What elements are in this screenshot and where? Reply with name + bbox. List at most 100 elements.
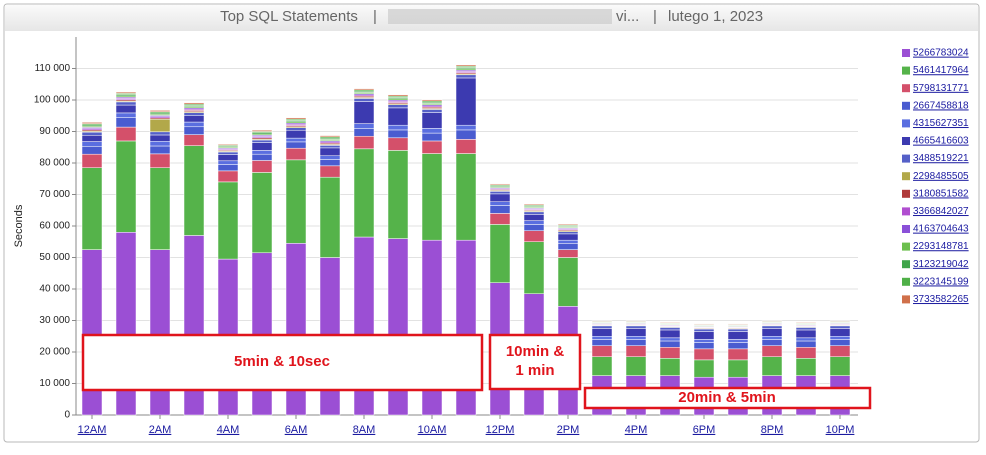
bar-segment [183, 121, 205, 128]
annotation-box [488, 333, 582, 391]
bar-segment [727, 359, 749, 378]
y-tick-label: 90 000 [39, 126, 70, 137]
legend-label[interactable]: 3733582265 [913, 294, 969, 305]
x-tick-label[interactable]: 12PM [486, 424, 515, 436]
x-tick-label[interactable]: 12AM [78, 424, 107, 436]
bar-segment [455, 139, 477, 154]
bar-segment [387, 137, 409, 151]
legend-swatch [902, 225, 910, 233]
bar-segment [727, 323, 749, 325]
bar-segment [829, 356, 851, 376]
bar-segment [217, 164, 239, 172]
bar-segment [421, 132, 443, 142]
x-tick-label[interactable]: 8AM [353, 424, 376, 436]
bar-segment [557, 223, 579, 226]
x-tick-label[interactable]: 6AM [285, 424, 308, 436]
x-tick-label[interactable]: 4AM [217, 424, 240, 436]
bar-segment [387, 124, 409, 131]
legend-swatch [902, 49, 910, 57]
bar-segment [217, 154, 239, 162]
bar-segment [217, 181, 239, 260]
title-sep: | [373, 8, 377, 25]
bar-segment [489, 191, 511, 195]
bar-segment [625, 328, 647, 337]
legend-label[interactable]: 5266783024 [913, 48, 969, 59]
bar-segment [319, 159, 341, 167]
bar-segment [795, 347, 817, 359]
y-tick-label: 40 000 [39, 284, 70, 295]
bar-segment [183, 115, 205, 123]
legend-swatch [902, 172, 910, 181]
y-tick-label: 100 000 [34, 95, 71, 106]
bar-segment [251, 150, 273, 155]
bar-segment [387, 94, 409, 97]
bar-segment [455, 124, 477, 131]
legend-label[interactable]: 2298485505 [913, 171, 969, 182]
legend-label[interactable]: 3180851582 [913, 188, 969, 199]
bar-segment [115, 126, 137, 142]
bar-segment [591, 356, 613, 376]
bar-segment [319, 155, 341, 160]
legend-label[interactable]: 3488519221 [913, 153, 969, 164]
bar-segment [523, 204, 545, 206]
legend-swatch [902, 277, 910, 286]
bar-segment [81, 122, 103, 124]
y-tick-label: 70 000 [39, 189, 70, 200]
x-tick-label[interactable]: 6PM [693, 424, 716, 436]
bar-segment [421, 153, 443, 241]
legend-label[interactable]: 4665416603 [913, 136, 969, 147]
legend-label[interactable]: 3223145199 [913, 276, 969, 287]
bar-segment [455, 153, 477, 241]
bar-segment [115, 112, 137, 118]
bar-segment [761, 328, 783, 337]
x-tick-label[interactable]: 2PM [557, 424, 580, 436]
bar-segment [659, 347, 681, 359]
legend-label[interactable]: 2293148781 [913, 241, 969, 252]
legend-swatch [902, 189, 910, 198]
legend-label[interactable]: 3123219042 [913, 259, 969, 270]
x-tick-label[interactable]: 10AM [418, 424, 447, 436]
bar-segment [149, 118, 171, 133]
legend-swatch [902, 295, 910, 304]
bar-segment [523, 224, 545, 231]
legend-label[interactable]: 4163704643 [913, 224, 969, 235]
bar-segment [693, 348, 715, 361]
legend-swatch [902, 207, 910, 216]
bar-segment [353, 135, 375, 150]
legend-label[interactable]: 5461417964 [913, 65, 969, 76]
legend-label[interactable]: 4315627351 [913, 118, 969, 129]
bar-segment [149, 167, 171, 250]
x-tick-label[interactable]: 10PM [826, 424, 855, 436]
bar-segment [829, 328, 851, 337]
bar-segment [761, 320, 783, 322]
bar-segment [353, 128, 375, 137]
x-tick-label[interactable]: 8PM [761, 424, 784, 436]
bar-segment [115, 91, 137, 94]
bar-segment [81, 153, 103, 168]
x-tick-label[interactable]: 2AM [149, 424, 172, 436]
y-tick-label: 80 000 [39, 158, 70, 169]
legend-label[interactable]: 5798131771 [913, 83, 969, 94]
bar-segment [795, 340, 817, 348]
bar-segment [557, 233, 579, 241]
bar-segment [727, 328, 749, 332]
bar-segment [625, 339, 647, 346]
bar-segment [489, 201, 511, 206]
bar-segment [761, 356, 783, 376]
bar-segment [455, 74, 477, 79]
bar-segment [149, 110, 171, 112]
bar-segment [523, 211, 545, 215]
legend-label[interactable]: 2667458818 [913, 100, 969, 111]
bar-segment [727, 348, 749, 361]
legend-swatch [902, 119, 910, 128]
bar-segment [761, 336, 783, 340]
bar-segment [523, 230, 545, 243]
bar-segment [727, 339, 749, 343]
bar-segment [251, 153, 273, 161]
bar-segment [387, 129, 409, 139]
bar-segment [795, 337, 817, 342]
bar-segment [387, 104, 409, 109]
x-tick-label[interactable]: 4PM [625, 424, 648, 436]
bar-segment [285, 129, 307, 139]
legend-label[interactable]: 3366842027 [913, 206, 969, 217]
